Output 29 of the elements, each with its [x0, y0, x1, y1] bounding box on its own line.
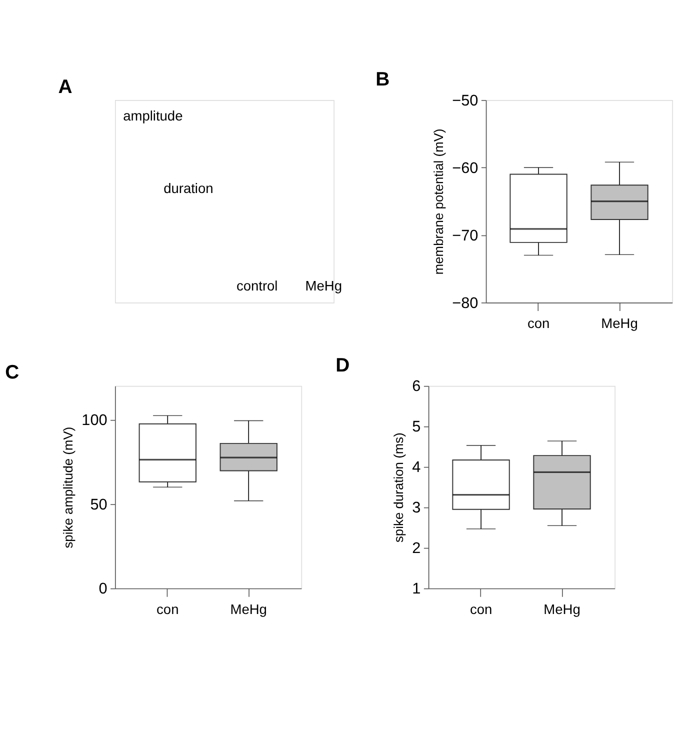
chart-title: D	[336, 354, 350, 376]
text: MeHg	[305, 278, 342, 294]
y-axis-title: spike duration (ms)	[391, 432, 406, 543]
x-tick-label: con	[156, 602, 179, 617]
y-tick-label: −70	[452, 227, 478, 244]
text: A	[58, 76, 72, 98]
chart-title: C	[5, 362, 20, 384]
text: duration	[164, 181, 214, 196]
y-tick-label: 3	[412, 500, 421, 517]
x-tick-label: con	[527, 316, 550, 332]
y-tick-label: 4	[412, 459, 422, 476]
y-tick-label: 5	[412, 418, 421, 436]
y-tick-label: 6	[412, 378, 421, 396]
chart-title: B	[376, 68, 390, 90]
y-tick-label: 100	[82, 412, 108, 429]
x-tick-label: MeHg	[230, 602, 267, 617]
text: amplitude	[123, 108, 184, 124]
y-tick-label: 2	[412, 540, 421, 558]
y-axis-title: spike amplitude (mV)	[60, 426, 76, 548]
y-axis-title: membrane potential (mV)	[431, 128, 446, 275]
x-tick-label: con	[470, 602, 492, 617]
y-tick-label: 1	[412, 580, 421, 598]
x-tick-label: MeHg	[544, 602, 580, 617]
y-tick-label: 0	[98, 580, 108, 598]
y-tick-label: 50	[90, 496, 108, 514]
y-tick-label: −50	[452, 92, 478, 110]
y-tick-label: −60	[452, 160, 478, 177]
y-tick-label: −80	[452, 294, 478, 312]
text: control	[236, 278, 278, 294]
